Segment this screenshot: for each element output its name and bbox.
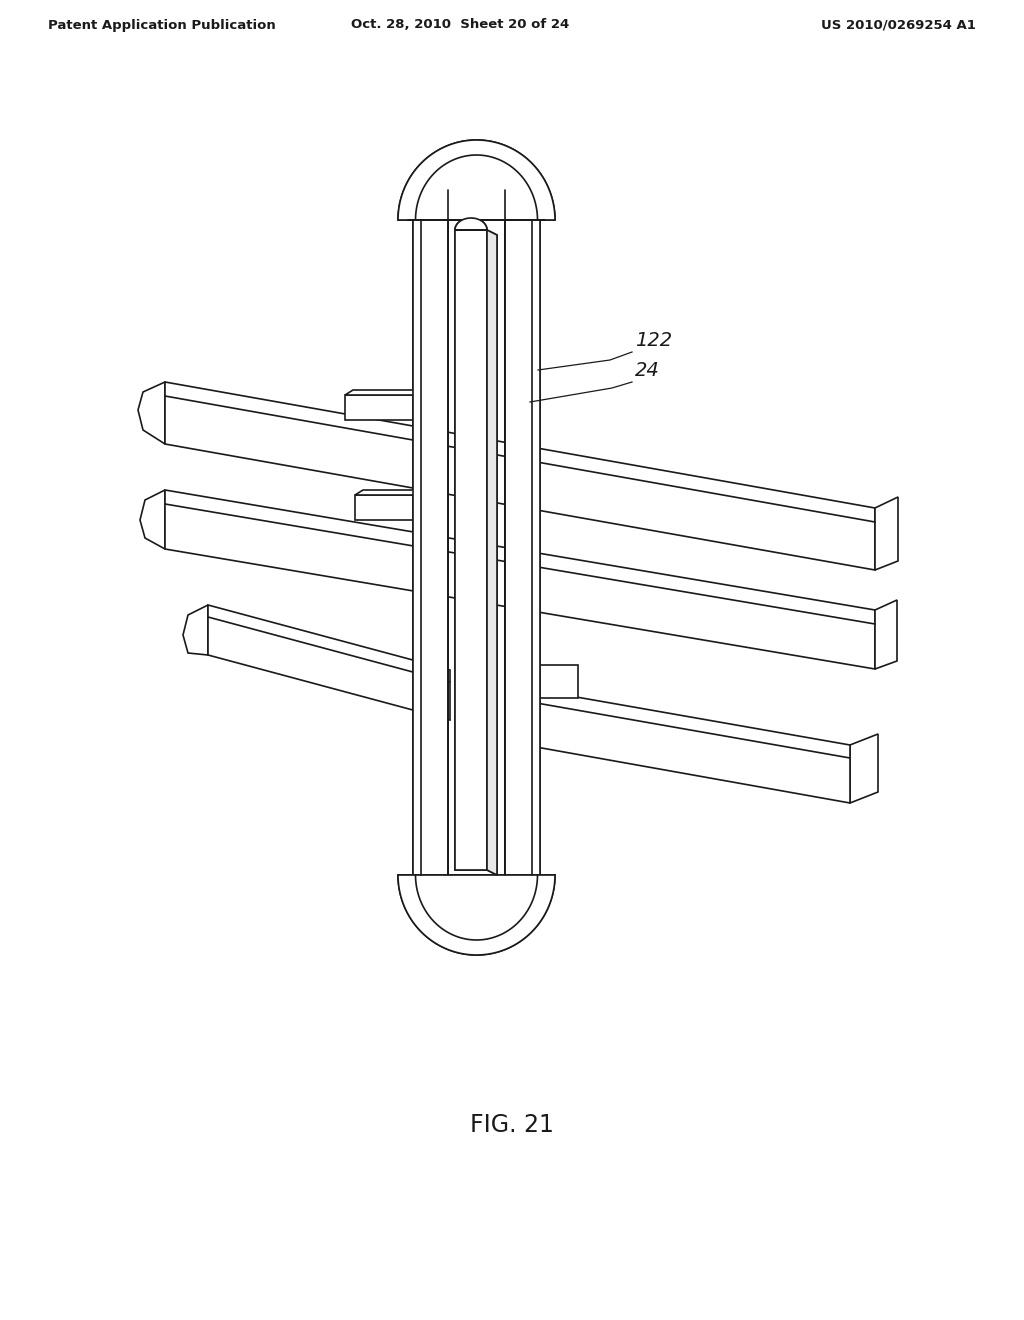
Text: US 2010/0269254 A1: US 2010/0269254 A1 [821,18,976,32]
Polygon shape [355,495,413,520]
Polygon shape [345,395,413,420]
Polygon shape [455,218,487,230]
Polygon shape [540,665,578,698]
Polygon shape [398,140,555,220]
Polygon shape [398,875,555,954]
Polygon shape [505,220,540,875]
Polygon shape [345,389,421,395]
Polygon shape [413,220,449,875]
Text: Oct. 28, 2010  Sheet 20 of 24: Oct. 28, 2010 Sheet 20 of 24 [351,18,569,32]
Polygon shape [413,220,449,875]
Polygon shape [398,140,555,220]
Polygon shape [487,230,497,875]
Polygon shape [850,734,878,803]
Polygon shape [138,381,165,444]
Polygon shape [140,490,165,549]
Polygon shape [487,230,497,875]
Text: 122: 122 [635,331,672,350]
Polygon shape [355,490,421,495]
Polygon shape [505,220,540,875]
Polygon shape [455,230,487,870]
Polygon shape [183,605,208,655]
Text: Patent Application Publication: Patent Application Publication [48,18,275,32]
Text: FIG. 21: FIG. 21 [470,1113,554,1137]
Polygon shape [165,490,874,669]
Polygon shape [508,685,850,803]
Polygon shape [874,601,897,669]
Polygon shape [455,218,487,230]
Polygon shape [874,498,898,570]
Polygon shape [208,605,450,719]
Polygon shape [165,381,874,570]
Polygon shape [455,230,487,870]
Text: 24: 24 [635,360,659,380]
Polygon shape [398,875,555,954]
